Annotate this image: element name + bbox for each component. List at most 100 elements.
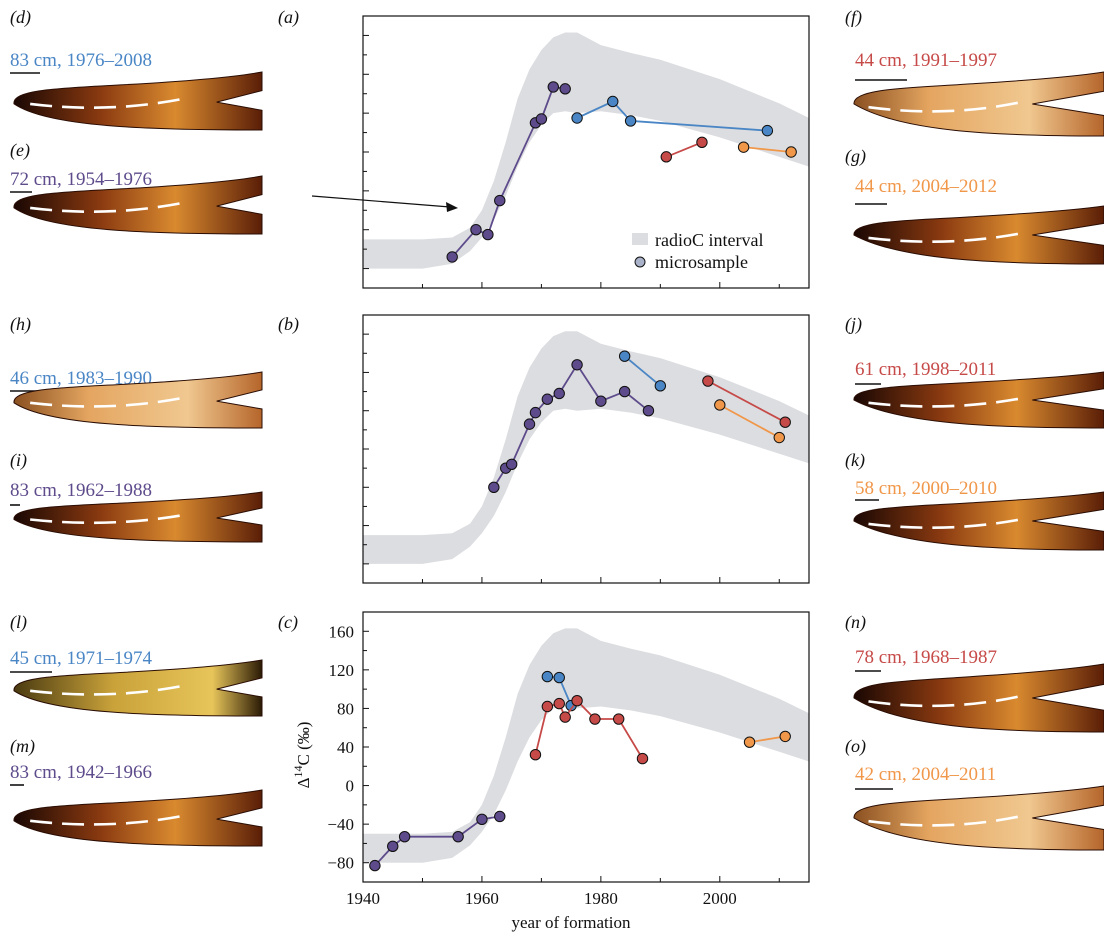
specimen-image: [853, 205, 1104, 265]
image-panel: (l) 45 cm, 1971–1974: [10, 612, 263, 717]
series-line-orange: [749, 735, 786, 744]
image-panel-letter: (i): [10, 450, 27, 471]
y-tick-label: 40: [337, 738, 354, 757]
image-panels: (d) 83 cm, 1976–2008 (e) 72 cm, 1954–1976 (f…: [10, 7, 1104, 851]
image-panel-caption: 61 cm, 1998–2011: [855, 359, 996, 380]
growth-marks: [868, 516, 1028, 530]
data-point-orange: [714, 399, 726, 411]
radioc-interval-band: [363, 628, 809, 863]
data-point-purple: [642, 405, 655, 417]
chart-panel-c: (c) 1940 1960 1980 2000 −80 −40 0 40 80 120 160 year…: [278, 611, 810, 932]
specimen-image: [853, 785, 1104, 851]
growth-marks: [30, 683, 187, 696]
data-point-red: [779, 416, 791, 428]
image-panel: (d) 83 cm, 1976–2008: [10, 7, 263, 131]
image-panel-caption: 78 cm, 1968–1987: [855, 647, 997, 668]
specimen-image: [853, 371, 1104, 429]
series-line-blue: [624, 355, 661, 387]
image-panel-caption: 46 cm, 1983–1990: [10, 368, 152, 389]
image-panel-letter: (d): [10, 7, 31, 28]
data-point-red: [613, 713, 625, 725]
growth-marks: [30, 513, 187, 525]
growth-marks: [868, 230, 1028, 244]
growth-marks: [868, 813, 1028, 827]
data-point-purple: [595, 395, 607, 407]
image-panel: (h) 46 cm, 1983–1990: [10, 314, 263, 429]
growth-marks: [30, 96, 187, 110]
image-panel: (n) 78 cm, 1968–1987: [845, 612, 1104, 733]
legend: radioC interval microsample: [632, 230, 763, 272]
legend-sample-marker: [634, 256, 646, 268]
data-point-purple: [494, 194, 506, 207]
y-tick-label: 0: [346, 777, 355, 796]
image-panel-caption: 44 cm, 1991–1997: [855, 50, 997, 71]
radioc-interval-band: [363, 331, 809, 564]
image-panel: (m) 83 cm, 1942–1966: [10, 736, 263, 847]
data-point-purple: [535, 113, 548, 125]
y-tick-label: 80: [337, 699, 354, 718]
specimen-image: [13, 71, 263, 131]
data-point-purple: [398, 830, 411, 843]
data-point-purple: [369, 859, 381, 872]
image-panel: (o) 42 cm, 2004–2011: [845, 736, 1104, 851]
data-point-red: [702, 375, 714, 387]
image-panel-letter: (f): [845, 7, 862, 28]
specimen-image: [853, 71, 1104, 137]
data-point-purple: [482, 228, 494, 241]
data-point-purple: [553, 387, 565, 400]
data-point-purple: [529, 406, 542, 419]
image-panel: (i) 83 cm, 1962–1988: [10, 450, 263, 543]
legend-band-label: radioC interval: [655, 230, 763, 250]
series-line-red: [665, 141, 703, 158]
data-point-blue: [607, 95, 619, 108]
image-panel-letter: (m): [10, 736, 35, 757]
image-panel-caption: 58 cm, 2000–2010: [855, 478, 997, 499]
data-point-purple: [452, 830, 464, 843]
series-line-blue: [576, 100, 768, 132]
data-point-orange: [737, 141, 750, 153]
y-tick-label: 160: [329, 622, 355, 641]
growth-marks: [868, 395, 1028, 408]
specimen-image: [13, 371, 263, 429]
x-tick-label: 1940: [346, 889, 380, 908]
image-panel: (e) 72 cm, 1954–1976: [10, 140, 263, 235]
x-tick-label: 1980: [584, 889, 618, 908]
panel-label: (a): [278, 7, 299, 28]
series-line-orange: [719, 404, 780, 439]
data-point-purple: [494, 810, 506, 823]
image-panel-letter: (h): [10, 314, 31, 335]
image-panel: (k) 58 cm, 2000–2010: [845, 450, 1104, 551]
data-point-blue: [541, 670, 554, 683]
data-point-red: [529, 749, 542, 761]
image-panel: (j) 61 cm, 1998–2011: [845, 314, 1104, 429]
data-point-purple: [541, 393, 554, 405]
data-point-red: [571, 695, 583, 707]
data-point-purple: [488, 481, 500, 493]
specimen-image: [853, 663, 1104, 733]
image-panel-letter: (k): [845, 450, 865, 471]
specimen-image: [13, 491, 263, 543]
image-panel-caption: 83 cm, 1962–1988: [10, 480, 152, 501]
data-point-red: [636, 752, 649, 765]
radioc-interval-band: [363, 32, 809, 269]
image-panel-letter: (o): [845, 736, 866, 757]
data-point-blue: [553, 671, 565, 684]
legend-band-swatch: [632, 233, 648, 245]
panel-label: (c): [278, 612, 298, 633]
image-panel-caption: 83 cm, 1942–1966: [10, 762, 152, 783]
x-tick-label: 1960: [465, 889, 499, 908]
growth-marks: [868, 693, 1028, 708]
data-point-orange: [743, 736, 756, 748]
data-point-red: [541, 700, 554, 713]
image-panel: (f) 44 cm, 1991–1997: [845, 7, 1104, 137]
data-point-orange: [773, 431, 785, 444]
data-point-purple: [387, 840, 399, 853]
image-panel-letter: (g): [845, 146, 866, 167]
data-point-blue: [654, 380, 667, 392]
data-point-blue: [571, 112, 583, 124]
data-point-blue: [618, 350, 631, 362]
growth-marks: [30, 395, 187, 408]
y-tick-label: −40: [327, 815, 354, 834]
growth-marks: [30, 200, 187, 214]
